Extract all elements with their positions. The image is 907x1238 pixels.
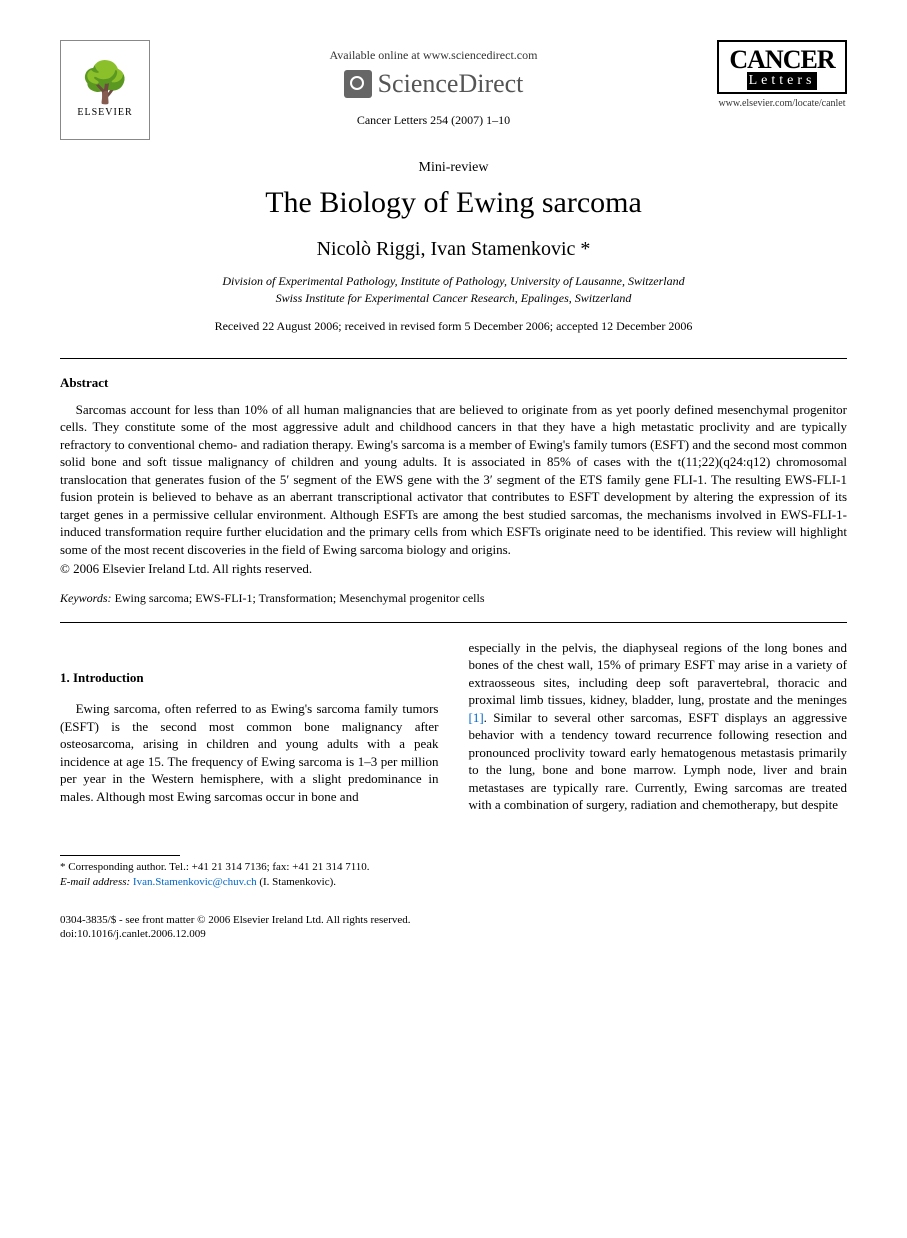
abstract-body: Sarcomas account for less than 10% of al… (60, 401, 847, 559)
col2-text-a: especially in the pelvis, the diaphyseal… (469, 640, 848, 708)
intro-para-col2: especially in the pelvis, the diaphyseal… (469, 639, 848, 814)
article-dates: Received 22 August 2006; received in rev… (60, 319, 847, 334)
elsevier-logo: 🌳 ELSEVIER (60, 40, 150, 140)
sciencedirect-logo: ScienceDirect (150, 69, 717, 99)
journal-url: www.elsevier.com/locate/canlet (717, 98, 847, 109)
body-columns: 1. Introduction Ewing sarcoma, often ref… (60, 639, 847, 889)
email-suffix: (I. Stamenkovic). (257, 876, 336, 888)
reference-link-1[interactable]: [1] (469, 710, 484, 725)
elsevier-tree-icon: 🌳 (80, 63, 130, 103)
email-address[interactable]: Ivan.Stamenkovic@chuv.ch (133, 876, 257, 888)
affiliation-2: Swiss Institute for Experimental Cancer … (60, 290, 847, 307)
keywords-label: Keywords: (60, 591, 112, 605)
citation-line: Cancer Letters 254 (2007) 1–10 (150, 113, 717, 128)
footer-line-1: 0304-3835/$ - see front matter © 2006 El… (60, 913, 847, 927)
footnote-separator (60, 855, 180, 856)
journal-logo: CANCER Letters www.elsevier.com/locate/c… (717, 40, 847, 109)
corresponding-author-line: * Corresponding author. Tel.: +41 21 314… (60, 860, 439, 874)
col2-text-b: . Similar to several other sarcomas, ESF… (469, 710, 848, 813)
corresponding-footnote: * Corresponding author. Tel.: +41 21 314… (60, 860, 439, 889)
header-row: 🌳 ELSEVIER Available online at www.scien… (60, 40, 847, 140)
sciencedirect-text: ScienceDirect (378, 69, 524, 99)
footer-line-2: doi:10.1016/j.canlet.2006.12.009 (60, 927, 847, 941)
elsevier-text: ELSEVIER (77, 107, 132, 118)
journal-word-cancer: CANCER (723, 48, 841, 71)
available-online-text: Available online at www.sciencedirect.co… (150, 48, 717, 63)
article-type: Mini-review (60, 160, 847, 176)
affiliation-1: Division of Experimental Pathology, Inst… (60, 273, 847, 290)
email-label: E-mail address: (60, 876, 133, 888)
section-1-heading: 1. Introduction (60, 669, 439, 687)
divider-top (60, 358, 847, 359)
page-footer: 0304-3835/$ - see front matter © 2006 El… (60, 913, 847, 942)
journal-word-letters: Letters (747, 72, 818, 90)
sciencedirect-icon (344, 70, 372, 98)
abstract-heading: Abstract (60, 375, 847, 391)
affiliations: Division of Experimental Pathology, Inst… (60, 273, 847, 307)
abstract-copyright: © 2006 Elsevier Ireland Ltd. All rights … (60, 561, 847, 577)
center-header: Available online at www.sciencedirect.co… (150, 40, 717, 128)
intro-para-col1: Ewing sarcoma, often referred to as Ewin… (60, 700, 439, 805)
divider-bottom (60, 622, 847, 623)
keywords: Keywords: Ewing sarcoma; EWS-FLI-1; Tran… (60, 591, 847, 606)
keywords-text: Ewing sarcoma; EWS-FLI-1; Transformation… (112, 591, 485, 605)
authors: Nicolò Riggi, Ivan Stamenkovic * (60, 238, 847, 261)
article-title: The Biology of Ewing sarcoma (60, 186, 847, 220)
cancer-letters-box: CANCER Letters (717, 40, 847, 94)
email-line: E-mail address: Ivan.Stamenkovic@chuv.ch… (60, 875, 439, 889)
